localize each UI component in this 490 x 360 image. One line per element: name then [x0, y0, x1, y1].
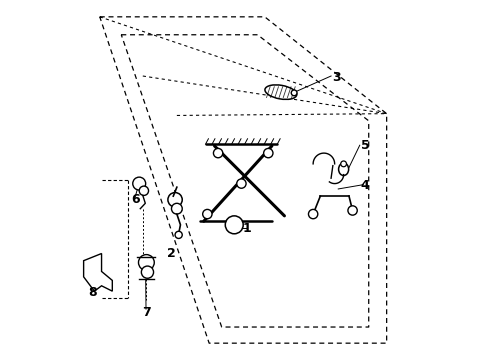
Circle shape: [139, 186, 148, 195]
Circle shape: [309, 210, 318, 219]
Circle shape: [214, 148, 223, 158]
Text: 7: 7: [142, 306, 151, 319]
Circle shape: [175, 231, 182, 238]
Circle shape: [341, 161, 346, 167]
Text: 1: 1: [243, 222, 251, 235]
Circle shape: [203, 210, 212, 219]
Polygon shape: [84, 253, 112, 291]
Circle shape: [172, 203, 182, 214]
Ellipse shape: [339, 163, 349, 176]
Circle shape: [348, 206, 357, 215]
Circle shape: [168, 193, 182, 207]
Text: 8: 8: [88, 287, 97, 300]
Ellipse shape: [265, 85, 297, 99]
Text: 3: 3: [332, 71, 341, 84]
Circle shape: [237, 179, 246, 188]
Text: 5: 5: [361, 139, 369, 152]
Text: 6: 6: [131, 193, 140, 206]
Circle shape: [133, 177, 146, 190]
Circle shape: [225, 216, 243, 234]
Text: 2: 2: [167, 247, 176, 260]
Circle shape: [291, 90, 297, 96]
Circle shape: [139, 255, 154, 270]
Circle shape: [264, 148, 273, 158]
Circle shape: [141, 266, 153, 278]
Text: 4: 4: [361, 179, 369, 192]
